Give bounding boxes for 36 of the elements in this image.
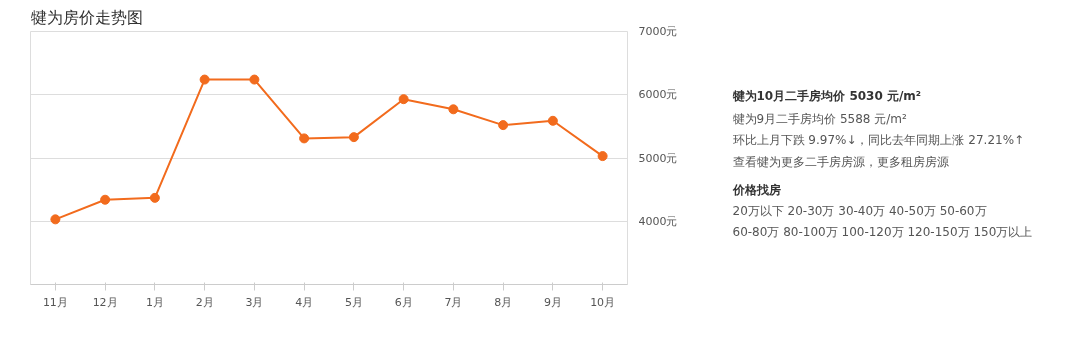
x-tick-label: 2月 xyxy=(195,295,214,309)
x-tick-label: 3月 xyxy=(245,295,264,309)
y-tick-label: 5000元 xyxy=(638,151,678,165)
point xyxy=(398,94,409,105)
x-tick-label: 7月 xyxy=(444,295,463,309)
x-tick-label: 8月 xyxy=(494,295,513,309)
text: 价格找房 xyxy=(731,182,781,197)
y-tick-label: 7000元 xyxy=(638,25,678,38)
text: 60-80万 80-100万 100-120万 120-150万 150万以上 xyxy=(732,225,1033,240)
point xyxy=(199,74,210,85)
y-tick-label: 6000元 xyxy=(638,88,678,102)
point xyxy=(299,133,310,144)
x-tick-label: 11月 xyxy=(42,295,68,309)
point xyxy=(149,192,160,203)
x-tick-label: 12月 xyxy=(92,295,118,309)
text: 查看犍为更多二手房房源，更多租房房源 xyxy=(732,155,949,170)
x-tick-label: 4月 xyxy=(295,295,314,309)
text: 犍为9月二手房均价 5588 元/m² xyxy=(732,111,908,126)
text: 环比上月下跌 9.97%↓，同比去年同期上涨 27.21%↑ xyxy=(732,133,1025,148)
point xyxy=(249,74,260,85)
point xyxy=(547,115,558,126)
point xyxy=(100,194,111,205)
point xyxy=(498,120,509,131)
x-tick-label: 6月 xyxy=(394,295,413,309)
chart-title: 犍为房价走势图 xyxy=(30,7,143,27)
x-tick-label: 9月 xyxy=(543,295,562,309)
text: 20万以下 20-30万 30-40万 40-50万 50-60万 xyxy=(732,204,987,219)
point xyxy=(597,151,608,162)
x-tick-label: 1月 xyxy=(145,295,164,309)
point xyxy=(50,214,61,225)
point xyxy=(348,132,359,143)
point xyxy=(448,104,459,115)
y-tick-label: 4000元 xyxy=(638,214,678,228)
text: 犍为10月二手房均价 5030 元/m² xyxy=(731,89,922,104)
x-tick-label: 5月 xyxy=(344,295,363,309)
x-tick-label: 10月 xyxy=(590,295,616,309)
